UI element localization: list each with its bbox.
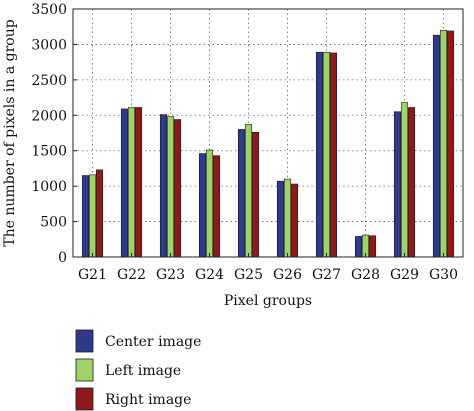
x-tick-label: G22 — [117, 267, 146, 283]
bar-center-image — [237, 129, 246, 258]
y-axis-title: The number of pixels in a group — [2, 19, 18, 246]
bar-right-image — [290, 183, 299, 258]
bar-center-image — [81, 175, 90, 258]
x-tick-label: G21 — [78, 267, 107, 283]
bar-left-image — [283, 178, 292, 258]
bar-right-image — [212, 155, 221, 258]
x-axis-ticks: G21 G22 G23 G24 G25 G26 G27 G28 G29 G30 — [78, 253, 458, 283]
x-tick-label: G25 — [234, 267, 263, 283]
x-axis-title: Pixel groups — [224, 293, 312, 309]
bar-left-image — [166, 116, 175, 258]
bars — [81, 29, 455, 258]
legend-swatch — [75, 387, 94, 411]
bar-center-image — [159, 114, 168, 258]
legend: Center image Left image Right image — [75, 329, 201, 411]
x-tick-label: G30 — [429, 267, 458, 283]
bar-right-image — [407, 107, 416, 258]
legend-label: Right image — [105, 392, 191, 408]
bar-center-image — [432, 34, 441, 258]
bar-left-image — [127, 107, 136, 258]
bar-center-image — [315, 51, 324, 258]
x-tick-label: G26 — [273, 267, 302, 283]
legend-label: Left image — [105, 363, 181, 379]
legend-swatch — [75, 358, 94, 382]
bar-right-image — [251, 131, 260, 258]
bar-left-image — [244, 124, 253, 258]
x-tick-label: G29 — [390, 267, 419, 283]
bar-center-image — [393, 111, 402, 258]
y-tick-label: 2000 — [31, 108, 67, 124]
y-tick-label: 500 — [40, 215, 67, 231]
bar-center-image — [276, 180, 285, 258]
x-tick-label: G27 — [312, 267, 341, 283]
y-tick-label: 3500 — [31, 2, 67, 18]
bar-center-image — [120, 108, 129, 258]
y-tick-label: 2500 — [31, 73, 67, 89]
bar-left-image — [439, 29, 448, 258]
bar-right-image — [446, 30, 455, 258]
y-tick-label: 3000 — [31, 37, 67, 53]
bar-left-image — [205, 149, 214, 258]
x-tick-label: G23 — [156, 267, 185, 283]
x-tick-label: G28 — [351, 267, 380, 283]
bar-right-image — [173, 119, 182, 258]
bar-left-image — [322, 51, 331, 258]
legend-label: Center image — [105, 334, 201, 350]
y-tick-label: 1500 — [31, 144, 67, 160]
bar-center-image — [354, 236, 363, 258]
y-tick-label: 0 — [58, 250, 67, 266]
x-tick-label: G24 — [195, 267, 224, 283]
plot-frame — [72, 8, 464, 258]
bar-right-image — [368, 235, 377, 258]
bar-right-image — [95, 169, 104, 258]
bar-left-image — [400, 102, 409, 258]
bar-right-image — [329, 52, 338, 258]
bar-right-image — [134, 107, 143, 258]
y-axis-ticks: 0 500 1000 1500 2000 2500 3000 3500 — [31, 2, 77, 266]
legend-swatch — [75, 329, 94, 353]
bar-center-image — [198, 153, 207, 258]
bar-left-image — [88, 174, 97, 258]
y-tick-label: 1000 — [31, 179, 67, 195]
